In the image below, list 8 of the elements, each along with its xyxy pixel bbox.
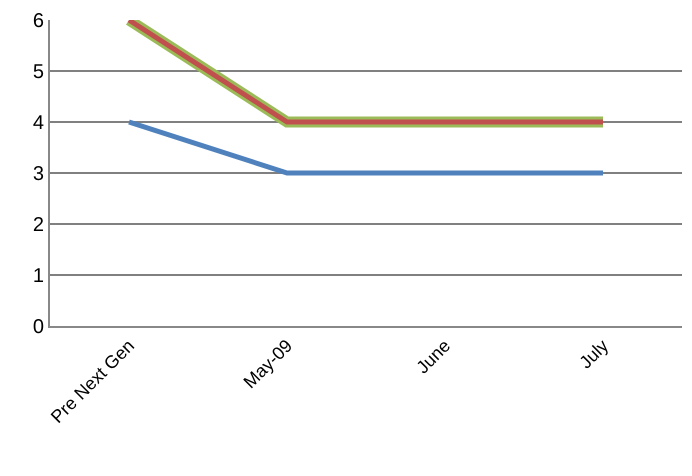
- y-tick-label: 0: [32, 316, 44, 338]
- y-tick-label: 1: [32, 265, 44, 287]
- y-tick-label: 4: [32, 112, 44, 134]
- y-tick-label: 3: [32, 163, 44, 185]
- y-tick-label: 6: [32, 10, 44, 32]
- y-tick-label: 2: [32, 214, 44, 236]
- x-tick-label: July: [575, 336, 612, 372]
- y-tick-label: 5: [32, 61, 44, 83]
